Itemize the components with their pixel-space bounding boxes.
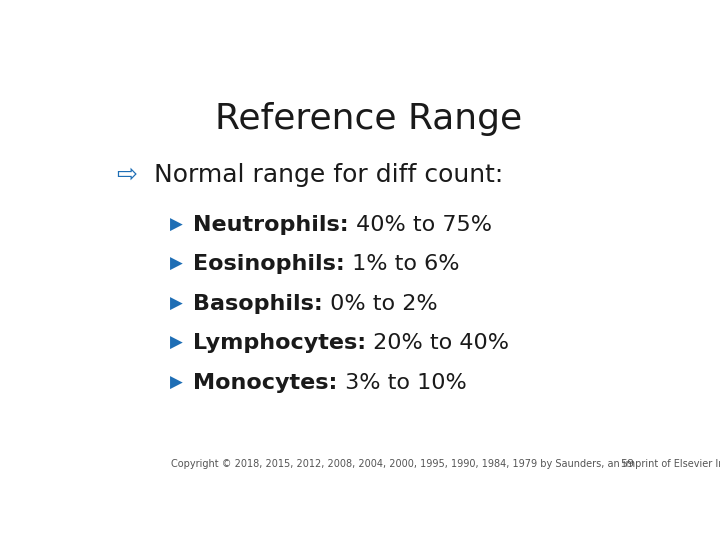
Text: ▶: ▶ bbox=[170, 255, 183, 273]
Text: 0% to 2%: 0% to 2% bbox=[323, 294, 438, 314]
Text: ▶: ▶ bbox=[170, 295, 183, 313]
Text: ▶: ▶ bbox=[170, 334, 183, 353]
Text: Neutrophils:: Neutrophils: bbox=[193, 215, 349, 235]
Text: Monocytes:: Monocytes: bbox=[193, 373, 338, 393]
Text: Copyright © 2018, 2015, 2012, 2008, 2004, 2000, 1995, 1990, 1984, 1979 by Saunde: Copyright © 2018, 2015, 2012, 2008, 2004… bbox=[171, 459, 720, 469]
Text: ⇨: ⇨ bbox=[116, 163, 137, 187]
Text: Reference Range: Reference Range bbox=[215, 102, 523, 136]
Text: ▶: ▶ bbox=[170, 374, 183, 392]
Text: 40% to 75%: 40% to 75% bbox=[349, 215, 492, 235]
Text: Lymphocytes:: Lymphocytes: bbox=[193, 333, 366, 353]
Text: Normal range for diff count:: Normal range for diff count: bbox=[154, 163, 503, 187]
Text: 3% to 10%: 3% to 10% bbox=[338, 373, 467, 393]
Text: Basophils:: Basophils: bbox=[193, 294, 323, 314]
Text: 1% to 6%: 1% to 6% bbox=[345, 254, 459, 274]
Text: 59: 59 bbox=[620, 459, 634, 469]
Text: ▶: ▶ bbox=[170, 216, 183, 234]
Text: Eosinophils:: Eosinophils: bbox=[193, 254, 345, 274]
Text: 20% to 40%: 20% to 40% bbox=[366, 333, 509, 353]
